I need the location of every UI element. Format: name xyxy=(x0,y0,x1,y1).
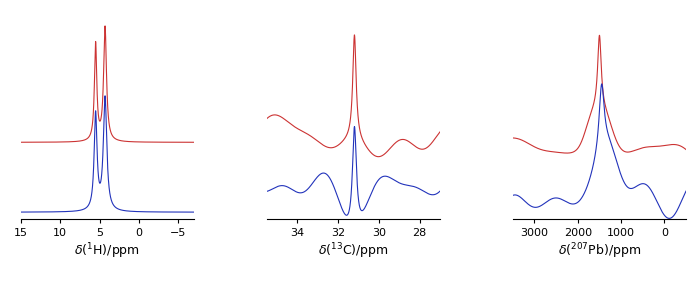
X-axis label: $\delta$($^{13}$C)/ppm: $\delta$($^{13}$C)/ppm xyxy=(318,241,389,260)
X-axis label: $\delta$($^{1}$H)/ppm: $\delta$($^{1}$H)/ppm xyxy=(74,241,141,260)
X-axis label: $\delta$($^{207}$Pb)/ppm: $\delta$($^{207}$Pb)/ppm xyxy=(558,241,641,260)
